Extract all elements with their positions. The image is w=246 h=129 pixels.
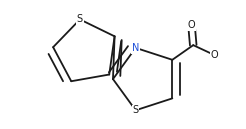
Text: O: O xyxy=(188,20,195,30)
Text: S: S xyxy=(77,14,83,24)
Text: N: N xyxy=(132,43,139,53)
Text: O: O xyxy=(211,50,218,60)
Text: S: S xyxy=(133,105,139,115)
